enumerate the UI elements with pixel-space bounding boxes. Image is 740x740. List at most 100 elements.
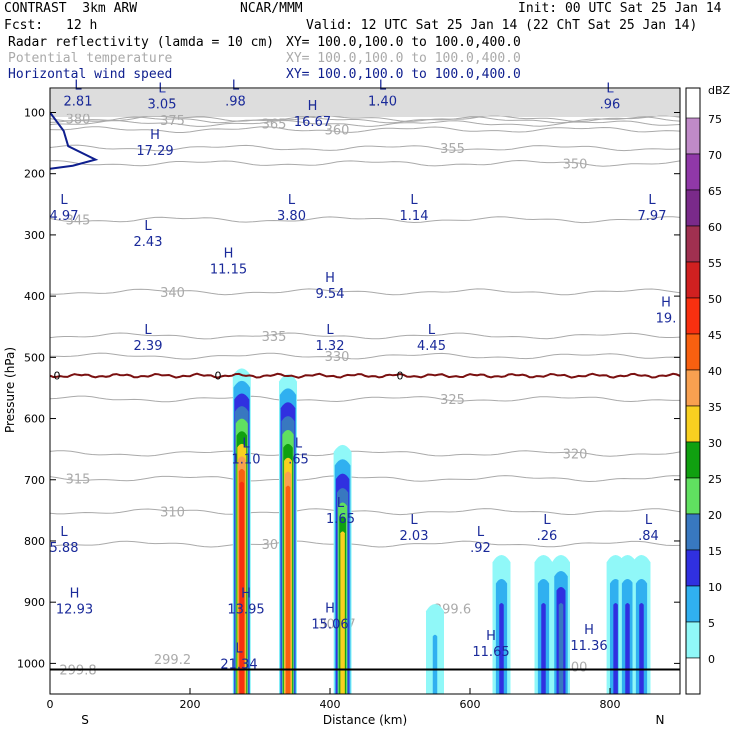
fcst-label: Fcst: [4, 18, 44, 33]
theta-contour-label: 375 [160, 114, 185, 129]
wind-extremum-value: 4.97 [50, 209, 79, 224]
wind-extremum-marker: L [74, 78, 82, 93]
y-tick-label: 400 [24, 290, 45, 303]
wind-extremum-value: .84 [638, 529, 659, 544]
reflectivity-cell [239, 481, 245, 694]
field-wind-name: Horizontal wind speed [8, 67, 173, 82]
theta-contour-label: 380 [66, 113, 91, 128]
colorbar-level-label: 40 [708, 365, 722, 378]
y-tick-label: 600 [24, 413, 45, 426]
y-tick-label: 500 [24, 351, 45, 364]
wind-extremum-marker: L [295, 436, 303, 451]
colorbar-level-label: 45 [708, 329, 722, 342]
colorbar-segment [685, 477, 701, 515]
theta-contour-line [50, 332, 680, 340]
wind-extremum-value: 2.39 [134, 339, 163, 354]
colorbar-level-label: 10 [708, 581, 722, 594]
colorbar-level-label: 55 [708, 257, 722, 270]
reflectivity-cell [285, 485, 291, 694]
wind-extremum-value: .96 [600, 97, 621, 112]
colorbar-level-label: 70 [708, 149, 722, 162]
colorbar-segment [685, 189, 701, 227]
wind-extremum-value: 19. [656, 312, 677, 327]
freezing-level-label: 0 [397, 370, 404, 383]
wind-extremum-value: 5.88 [50, 541, 79, 556]
wind-extremum-value: 13.95 [227, 602, 264, 617]
wind-extremum-value: 1.14 [400, 209, 429, 224]
wind-extremum-value: 12.93 [56, 602, 93, 617]
y-tick-label: 900 [24, 596, 45, 609]
wind-extremum-marker: L [648, 193, 656, 208]
colorbar-level-label: 65 [708, 185, 722, 198]
colorbar-segment [685, 441, 701, 479]
colorbar-level-label: 25 [708, 473, 722, 486]
x-axis-south-label: S [81, 713, 89, 727]
wind-extremum-value: 11.36 [570, 639, 607, 654]
wind-extremum-value: 2.43 [134, 235, 163, 250]
freezing-level-label: 0 [215, 370, 222, 383]
theta-contour-line [50, 216, 680, 224]
wind-extremum-marker: L [235, 641, 243, 656]
colorbar-level-label: 60 [708, 221, 722, 234]
colorbar-level-label: 35 [708, 401, 722, 414]
wind-extremum-value: .65 [288, 452, 309, 467]
colorbar-segment [685, 153, 701, 191]
wind-extremum-value: 7.97 [638, 209, 667, 224]
wind-extremum-marker: L [60, 193, 68, 208]
theta-contour-label: 345 [66, 214, 91, 229]
wind-extremum-marker: L [543, 513, 551, 528]
colorbar-segment [685, 261, 701, 299]
colorbar-level-label: 30 [708, 437, 722, 450]
theta-contour-label: 340 [160, 286, 185, 301]
wind-extremum-value: 3.80 [277, 209, 306, 224]
theta-contour-line [50, 475, 680, 483]
theta-contour-line [50, 116, 680, 124]
colorbar-level-label: 5 [708, 617, 715, 630]
colorbar-segment [685, 405, 701, 443]
y-tick-label: 300 [24, 229, 45, 242]
theta-contour-line [50, 120, 680, 127]
wind-extremum-marker: L [645, 513, 653, 528]
field-theta-name: Potential temperature [8, 51, 173, 66]
wind-extremum-value: .98 [225, 94, 246, 109]
y-tick-label: 800 [24, 535, 45, 548]
reflectivity-cell [558, 602, 564, 694]
wind-extremum-marker: H [325, 271, 335, 286]
wind-extremum-marker: L [158, 81, 166, 96]
wind-extremum-value: .26 [537, 529, 558, 544]
theta-contour-label: 310 [160, 506, 185, 521]
x-tick-label: 400 [320, 698, 341, 711]
wind-extremum-value: 1.32 [316, 339, 345, 354]
theta-contours: 380 375 365 360 355 350 345 340 335 330 325 320 315 3… [50, 89, 680, 679]
y-tick-label: 700 [24, 474, 45, 487]
theta-contour-label: 299.8 [59, 664, 96, 679]
colorbar-segment [685, 585, 701, 623]
wind-extremum-marker: L [606, 81, 614, 96]
wind-extremum-marker: L [428, 323, 436, 338]
wind-extremum-marker: H [486, 629, 496, 644]
colorbar-segment [685, 117, 701, 155]
theta-contour-line [50, 450, 680, 457]
x-axis-label: Distance (km) [323, 713, 407, 727]
colorbar-segment [685, 657, 701, 695]
x-tick-label: 0 [47, 698, 54, 711]
reflectivity-cell [499, 602, 504, 694]
colorbar-segment [685, 369, 701, 407]
valid-time: Valid: 12 UTC Sat 25 Jan 14 (22 ChT Sat … [306, 18, 698, 33]
x-tick-label: 600 [460, 698, 481, 711]
theta-contour-label: 325 [440, 393, 465, 408]
field-reflectivity-xy: XY= 100.0,100.0 to 100.0,400.0 [286, 35, 521, 50]
reflectivity-cell [432, 634, 438, 694]
reflectivity-cells [232, 368, 651, 694]
wind-extremum-value: 2.03 [400, 529, 429, 544]
wind-extremum-value: 4.45 [417, 339, 446, 354]
wind-extremum-marker: L [379, 78, 387, 93]
colorbar-level-label: 50 [708, 293, 722, 306]
plot-frame [49, 87, 681, 695]
wind-extremum-value: 15.06 [311, 618, 348, 633]
colorbar-segment [685, 621, 701, 659]
x-tick-label: 800 [600, 698, 621, 711]
colorbar-unit: dBZ [708, 84, 731, 97]
theta-contour-label: 360 [325, 124, 350, 139]
